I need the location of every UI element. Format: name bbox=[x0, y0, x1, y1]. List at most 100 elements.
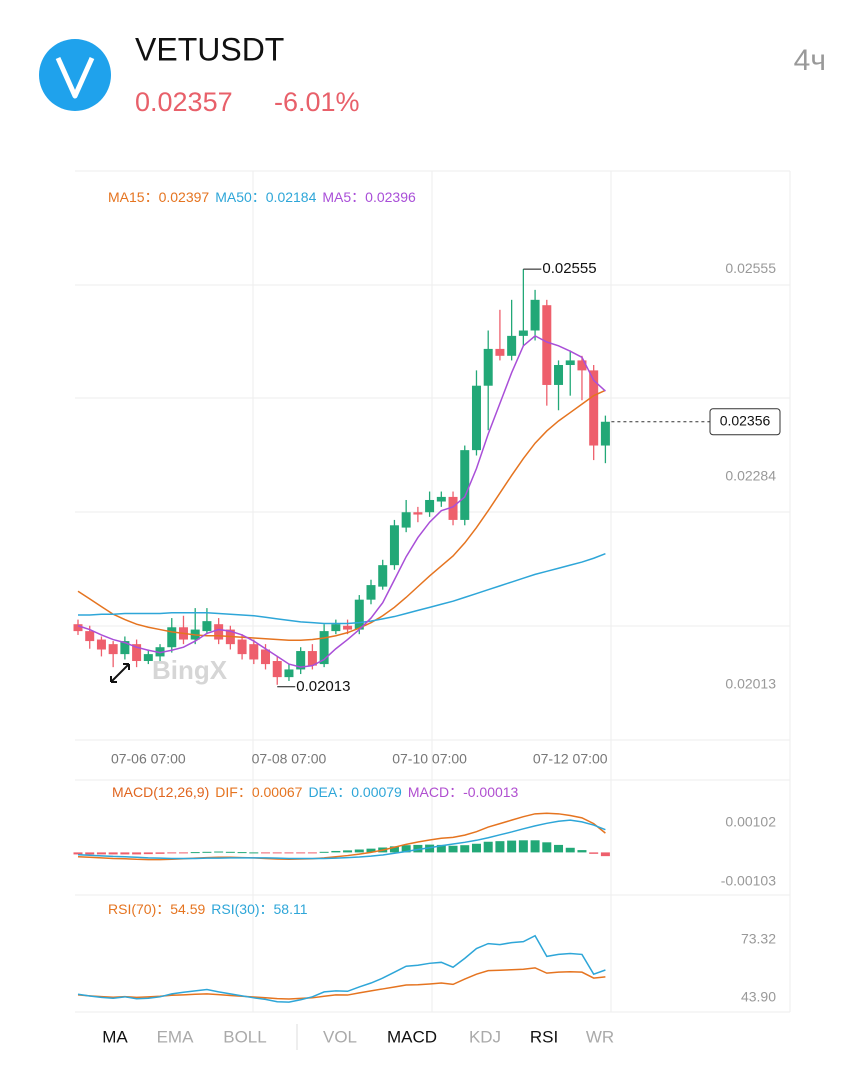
candle-body bbox=[319, 631, 329, 665]
legend-name: RSI(30)： bbox=[211, 901, 273, 917]
x-tick-label: 07-12 07:00 bbox=[533, 751, 608, 767]
candle-body bbox=[542, 305, 552, 385]
candle-body bbox=[202, 621, 212, 632]
logo-glyph bbox=[55, 56, 95, 99]
legend: MA15：0.02397 MA50：0.02184 MA5：0.02396 bbox=[108, 189, 416, 205]
histogram-bar bbox=[471, 843, 481, 853]
candle-body bbox=[132, 644, 142, 662]
y-tick-label: 0.02284 bbox=[725, 468, 776, 484]
histogram-bar bbox=[554, 844, 564, 853]
histogram-bar bbox=[483, 841, 493, 853]
candle-body bbox=[261, 649, 271, 665]
histogram-bar bbox=[401, 845, 411, 853]
histogram-bar bbox=[436, 844, 446, 853]
candle-body bbox=[401, 512, 411, 528]
candle-body bbox=[507, 335, 517, 356]
series-line bbox=[77, 819, 606, 860]
candle-body bbox=[296, 651, 306, 670]
histogram-bar bbox=[413, 844, 423, 853]
candle-body bbox=[589, 370, 599, 446]
indicator-tab[interactable]: RSI bbox=[530, 1027, 558, 1046]
histogram-bar bbox=[495, 841, 505, 853]
indicator-tab[interactable]: VOL bbox=[323, 1027, 357, 1046]
indicator-tab[interactable]: MACD bbox=[387, 1027, 437, 1046]
histogram-bar bbox=[507, 840, 517, 853]
series-line bbox=[77, 812, 606, 861]
legend-value: 0.00079 bbox=[351, 784, 402, 800]
histogram-bar bbox=[96, 852, 106, 855]
candle-body bbox=[518, 330, 528, 336]
interval[interactable]: 4ч bbox=[794, 44, 826, 77]
high-label: 0.02555 bbox=[542, 260, 596, 277]
histogram-bar bbox=[577, 850, 587, 853]
histogram-bar bbox=[354, 849, 364, 853]
last-price-label: 0.02356 bbox=[720, 412, 771, 428]
candle-body bbox=[471, 385, 481, 451]
legend: MACD(12,26,9) DIF：0.00067 DEA：0.00079 MACD：… bbox=[112, 784, 519, 800]
candle-body bbox=[96, 639, 106, 650]
histogram-bar bbox=[542, 842, 552, 853]
candle-body bbox=[331, 624, 341, 632]
indicator-tab[interactable]: WR bbox=[586, 1027, 614, 1046]
histogram-bar bbox=[307, 852, 317, 854]
legend-value: 0.02184 bbox=[266, 189, 317, 205]
candle-body bbox=[413, 512, 423, 515]
histogram-bar bbox=[389, 846, 399, 853]
indicator-tab[interactable]: BOLL bbox=[223, 1027, 266, 1046]
candle-body bbox=[425, 499, 435, 513]
legend-value: 0.02397 bbox=[159, 189, 210, 205]
histogram-bar bbox=[589, 852, 599, 854]
histogram-bar bbox=[190, 852, 200, 854]
y-tick-label: 0.00102 bbox=[725, 814, 776, 830]
candle-body bbox=[448, 496, 458, 520]
candle-body bbox=[554, 365, 564, 385]
legend-value: 0.00067 bbox=[252, 784, 303, 800]
histogram-bar bbox=[202, 851, 212, 853]
candle-body bbox=[565, 360, 575, 366]
histogram-bar bbox=[565, 847, 575, 853]
indicator-tab[interactable]: KDJ bbox=[469, 1027, 501, 1046]
candle-body bbox=[343, 625, 353, 630]
histogram-bar bbox=[249, 852, 259, 854]
legend-name: MA50： bbox=[215, 189, 266, 205]
candle-body bbox=[307, 651, 317, 666]
candle-body bbox=[284, 669, 294, 678]
legend: RSI(70)：54.59 RSI(30)：58.11 bbox=[108, 901, 308, 917]
histogram-bar bbox=[85, 852, 95, 855]
candle-body bbox=[354, 599, 364, 630]
legend-title: MACD(12,26,9) bbox=[112, 784, 209, 800]
y-tick-label: 43.90 bbox=[741, 989, 776, 1005]
candle-body bbox=[600, 421, 610, 446]
low-label: 0.02013 bbox=[296, 678, 350, 695]
histogram-bar bbox=[167, 852, 177, 854]
legend-name: MA5： bbox=[322, 189, 365, 205]
candle-body bbox=[483, 348, 493, 386]
legend-value: 58.11 bbox=[274, 901, 308, 917]
y-tick-label: -0.00103 bbox=[721, 873, 776, 889]
candle-body bbox=[155, 647, 165, 657]
watermark: BingX bbox=[152, 655, 228, 685]
indicator-tab[interactable]: MA bbox=[102, 1027, 128, 1046]
histogram-bar bbox=[331, 850, 341, 853]
x-tick-label: 07-10 07:00 bbox=[392, 751, 467, 767]
coin-logo bbox=[39, 39, 111, 111]
candle-body bbox=[108, 644, 118, 655]
y-tick-label: 73.32 bbox=[741, 931, 776, 947]
symbol: VETUSDT bbox=[135, 31, 284, 67]
histogram-bar bbox=[296, 852, 306, 854]
legend-value: -0.00013 bbox=[463, 784, 518, 800]
expand-icon[interactable] bbox=[110, 663, 130, 683]
last-price-box bbox=[709, 408, 781, 436]
indicator-tab[interactable]: EMA bbox=[157, 1027, 195, 1046]
histogram-bar bbox=[600, 852, 610, 857]
histogram-bar bbox=[284, 852, 294, 854]
legend-value: 54.59 bbox=[170, 901, 205, 917]
candle-body bbox=[249, 644, 259, 660]
histogram-bar bbox=[366, 848, 376, 853]
legend-name: RSI(70)： bbox=[108, 901, 170, 917]
histogram-bar bbox=[343, 850, 353, 853]
series-line bbox=[77, 334, 606, 668]
candle-body bbox=[214, 624, 224, 640]
candle-body bbox=[73, 624, 83, 632]
